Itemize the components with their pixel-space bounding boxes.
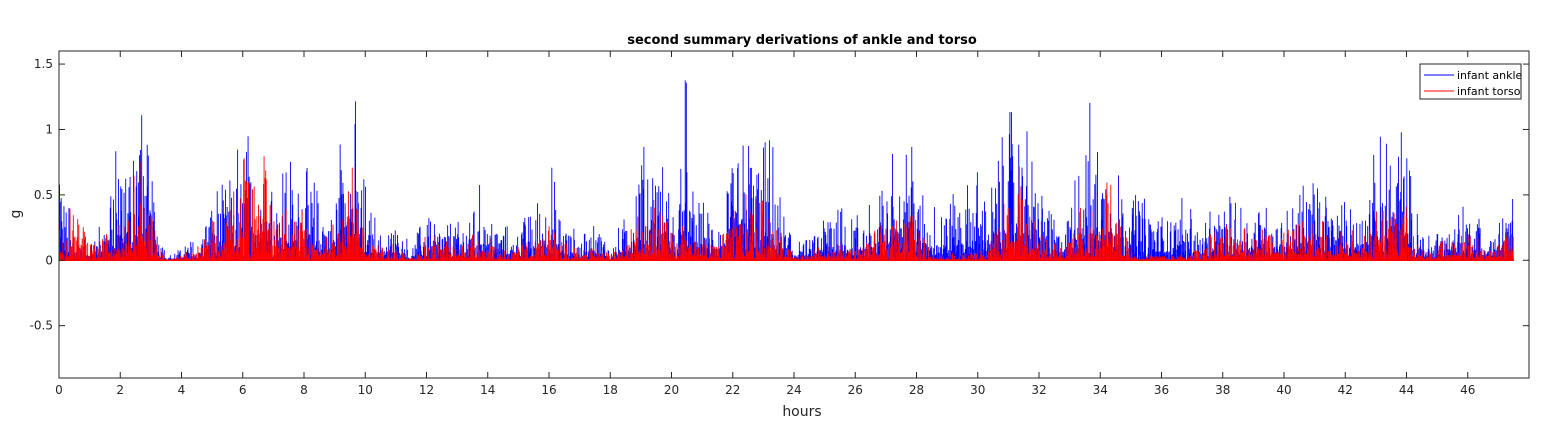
- x-tick-label: 4: [178, 383, 186, 397]
- x-tick-label: 24: [786, 383, 801, 397]
- x-tick-label: 0: [55, 383, 63, 397]
- y-tick-label: 0: [45, 253, 53, 267]
- x-tick-label: 20: [664, 383, 679, 397]
- x-tick-label: 44: [1399, 383, 1414, 397]
- y-tick-label: 0.5: [34, 188, 53, 202]
- x-tick-label: 18: [603, 383, 618, 397]
- series-infant-torso: [58, 156, 1514, 262]
- x-tick-label: 32: [1031, 383, 1046, 397]
- x-tick-label: 8: [300, 383, 308, 397]
- x-tick-label: 12: [419, 383, 434, 397]
- x-tick-label: 30: [970, 383, 985, 397]
- y-ticks: -0.5 0 0.5 1 1.5: [30, 57, 1529, 333]
- x-tick-label: 16: [541, 383, 556, 397]
- legend: infant ankle infant torso: [1419, 63, 1523, 100]
- x-axis-label: hours: [782, 404, 821, 420]
- x-tick-label: 42: [1338, 383, 1353, 397]
- x-tick-label: 34: [1093, 383, 1108, 397]
- x-tick-label: 40: [1276, 383, 1291, 397]
- x-tick-label: 36: [1154, 383, 1169, 397]
- y-tick-label: 1.5: [34, 57, 53, 71]
- x-ticks: 0 2 4 6 8 10 12 14 16 18 20 22 24 26 28 30 32 34 36 38 40 42 4…: [55, 51, 1475, 397]
- x-tick-label: 22: [725, 383, 740, 397]
- legend-box: [1419, 63, 1522, 100]
- x-tick-label: 38: [1215, 383, 1230, 397]
- x-tick-label: 26: [848, 383, 863, 397]
- legend-label-infant-ankle: infant ankle: [1457, 69, 1523, 82]
- x-tick-label: 6: [239, 383, 247, 397]
- chart-title: second summary derivations of ankle and …: [627, 33, 977, 48]
- x-tick-label: 10: [358, 383, 373, 397]
- x-tick-label: 28: [909, 383, 924, 397]
- y-axis-label: g: [8, 210, 24, 219]
- x-tick-label: 46: [1460, 383, 1475, 397]
- y-tick-label: -0.5: [30, 319, 53, 333]
- plot-area: [59, 51, 1529, 378]
- legend-label-infant-torso: infant torso: [1457, 85, 1521, 98]
- series-layer: [58, 80, 1514, 262]
- x-tick-label: 14: [480, 383, 495, 397]
- x-tick-label: 2: [116, 383, 124, 397]
- y-tick-label: 1: [45, 122, 53, 136]
